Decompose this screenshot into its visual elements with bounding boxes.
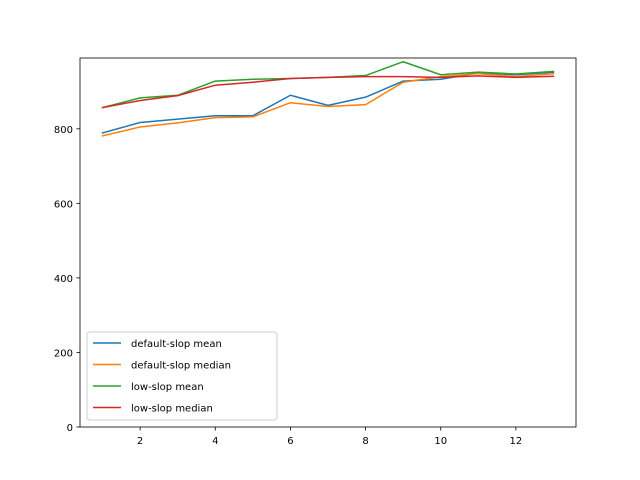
legend-box: [86, 331, 278, 421]
x-tick-label: 12: [510, 436, 523, 447]
y-tick-label: 0: [67, 423, 73, 434]
axes: [79, 57, 577, 428]
x-tick-label: 4: [212, 436, 218, 447]
y-tick-label: 600: [54, 199, 73, 210]
y-tick-label: 400: [54, 274, 73, 285]
y-tick-label: 800: [54, 125, 73, 136]
x-tick-label: 10: [434, 436, 447, 447]
x-tick-label: 8: [362, 436, 368, 447]
series-lines: [101, 60, 555, 137]
series-line-1: [101, 72, 555, 137]
legend-label-0: default-slop mean: [131, 339, 222, 350]
y-tick-label: 200: [54, 348, 73, 359]
ticks: 2 4 6 8 10 12 0 200 400 600 800: [54, 125, 522, 447]
x-tick-label: 2: [137, 436, 143, 447]
axes-frame: [79, 57, 577, 428]
legend: default-slop mean default-slop median low-…: [86, 331, 278, 421]
legend-label-1: default-slop median: [131, 361, 231, 372]
x-tick-label: 6: [287, 436, 293, 447]
legend-label-3: low-slop median: [131, 404, 213, 415]
legend-label-2: low-slop mean: [131, 382, 204, 393]
series-line-3: [101, 75, 555, 109]
